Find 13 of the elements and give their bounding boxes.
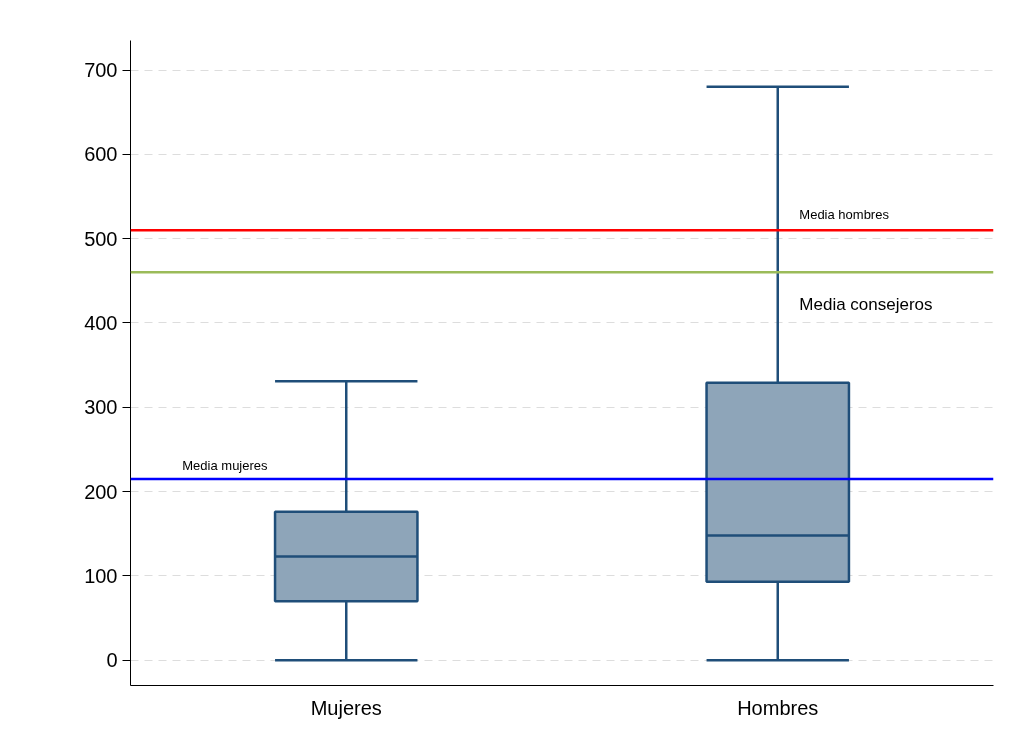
y-tick-label: 600 bbox=[84, 143, 118, 166]
y-tick-label: 500 bbox=[84, 227, 118, 250]
ref-line-label: Media mujeres bbox=[182, 457, 269, 473]
y-tick-label: 100 bbox=[84, 564, 118, 587]
ref-line-label: Media consejeros bbox=[799, 295, 933, 315]
y-tick-label: 200 bbox=[84, 480, 118, 503]
y-tick-label: 400 bbox=[84, 311, 118, 334]
x-tick-label: Hombres bbox=[737, 696, 819, 719]
y-tick-label: 700 bbox=[84, 59, 118, 82]
y-tick-label: 0 bbox=[106, 649, 118, 672]
ref-line-label: Media hombres bbox=[799, 207, 890, 223]
y-tick-label: 300 bbox=[84, 396, 118, 419]
x-tick-label: Mujeres bbox=[310, 696, 382, 719]
